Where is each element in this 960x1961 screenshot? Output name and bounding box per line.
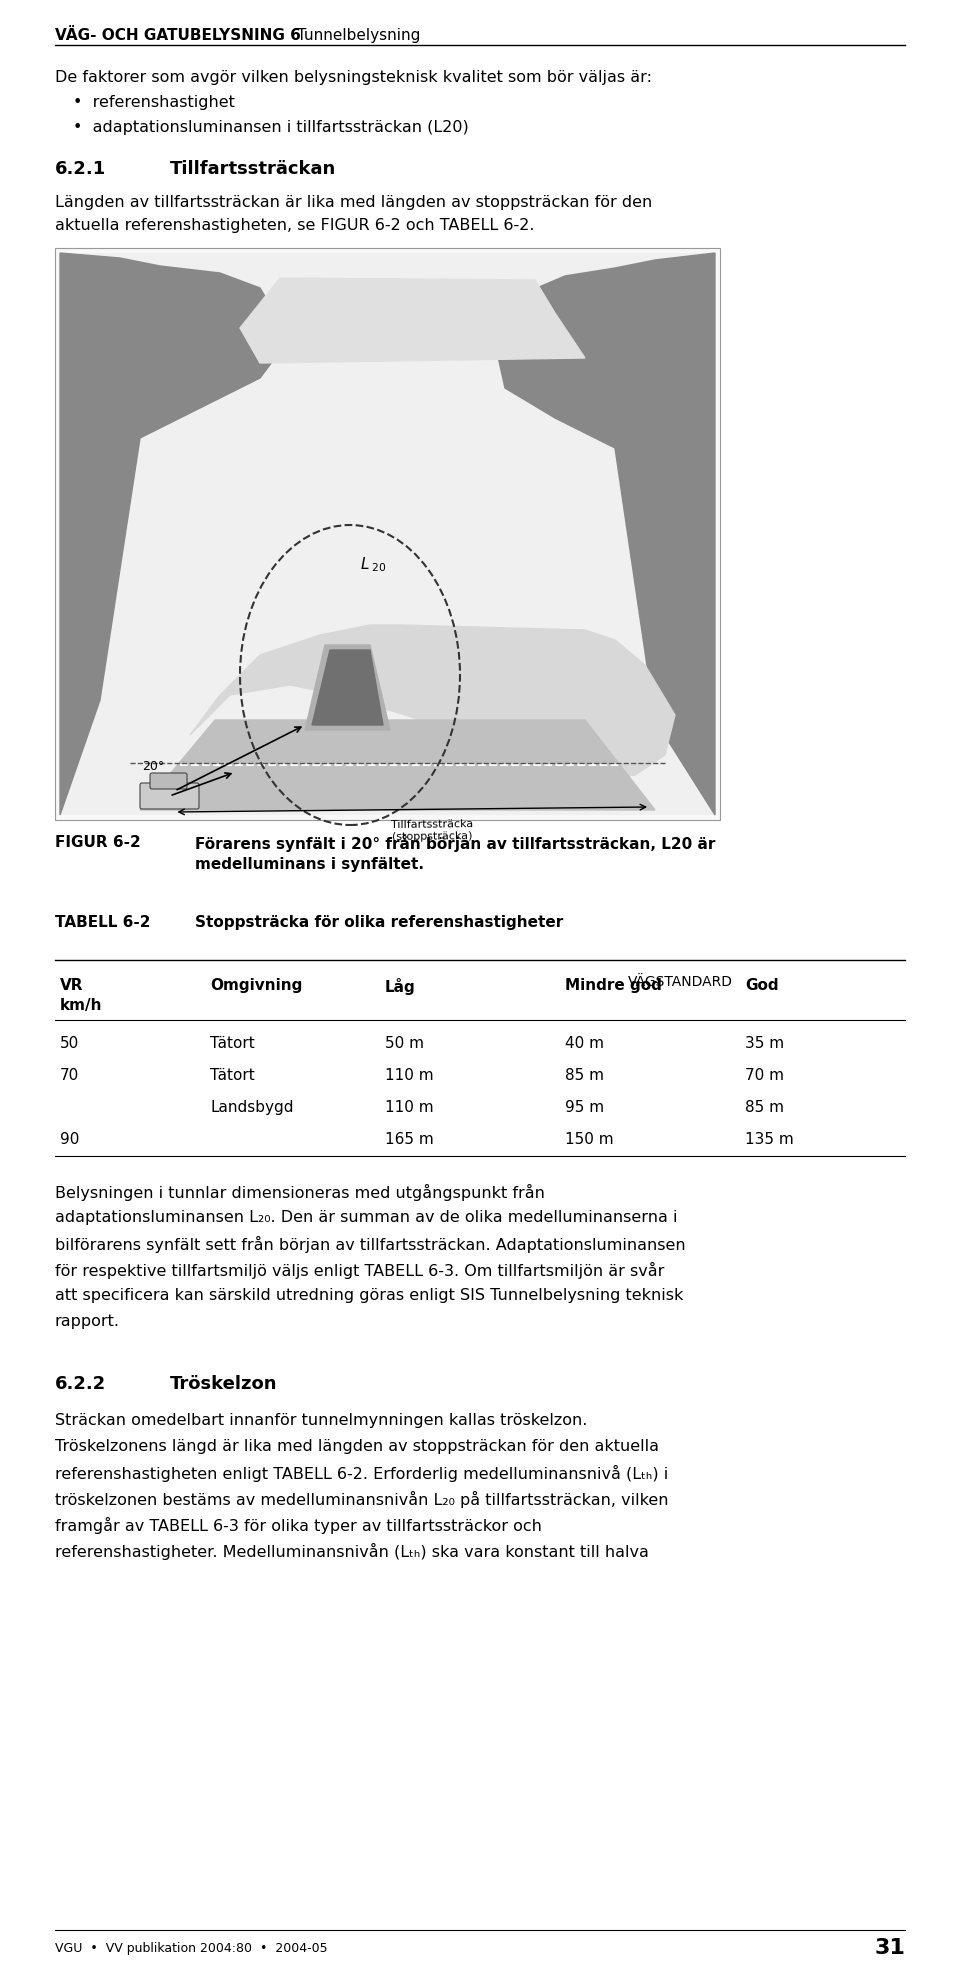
- Text: De faktorer som avgör vilken belysningsteknisk kvalitet som bör väljas är:: De faktorer som avgör vilken belysningst…: [55, 71, 652, 84]
- Text: 135 m: 135 m: [745, 1131, 794, 1147]
- Text: Belysningen i tunnlar dimensioneras med utgångspunkt från: Belysningen i tunnlar dimensioneras med …: [55, 1184, 545, 1200]
- Text: 90: 90: [60, 1131, 80, 1147]
- Polygon shape: [140, 720, 655, 810]
- Text: 40 m: 40 m: [565, 1035, 604, 1051]
- Text: 6.2.1: 6.2.1: [55, 161, 107, 178]
- Text: adaptationsluminansen L₂₀. Den är summan av de olika medelluminanserna i: adaptationsluminansen L₂₀. Den är summan…: [55, 1210, 678, 1226]
- Text: 20°: 20°: [142, 759, 164, 773]
- Text: Sträckan omedelbart innanför tunnelmynningen kallas tröskelzon.: Sträckan omedelbart innanför tunnelmynni…: [55, 1414, 588, 1428]
- Text: Tillfartssträcka
(stoppsträcka): Tillfartssträcka (stoppsträcka): [391, 820, 473, 841]
- Text: •  adaptationsluminansen i tillfartssträckan (L20): • adaptationsluminansen i tillfartssträc…: [73, 120, 468, 135]
- Text: medelluminans i synfältet.: medelluminans i synfältet.: [195, 857, 424, 873]
- Text: att specificera kan särskild utredning göras enligt SIS Tunnelbelysning teknisk: att specificera kan särskild utredning g…: [55, 1288, 684, 1302]
- Text: 70 m: 70 m: [745, 1069, 784, 1082]
- Text: rapport.: rapport.: [55, 1314, 120, 1330]
- Text: aktuella referenshastigheten, se FIGUR 6-2 och TABELL 6-2.: aktuella referenshastigheten, se FIGUR 6…: [55, 218, 535, 233]
- Text: Längden av tillfartssträckan är lika med längden av stoppsträckan för den: Längden av tillfartssträckan är lika med…: [55, 194, 652, 210]
- Polygon shape: [240, 278, 585, 363]
- Text: km/h: km/h: [60, 998, 103, 1014]
- Text: 50: 50: [60, 1035, 80, 1051]
- Text: Mindre god: Mindre god: [565, 979, 661, 992]
- Text: för respektive tillfartsmiljö väljs enligt TABELL 6-3. Om tillfartsmiljön är svå: för respektive tillfartsmiljö väljs enli…: [55, 1263, 664, 1279]
- Polygon shape: [60, 253, 290, 816]
- Text: Förarens synfält i 20° från början av tillfartssträckan, L20 är: Förarens synfält i 20° från början av ti…: [195, 835, 715, 851]
- Text: VÄG- OCH GATUBELYSNING 6: VÄG- OCH GATUBELYSNING 6: [55, 27, 300, 43]
- Text: 31: 31: [875, 1937, 905, 1957]
- Text: TABELL 6-2: TABELL 6-2: [55, 916, 151, 930]
- Polygon shape: [190, 626, 675, 780]
- Text: Stoppsträcka för olika referenshastigheter: Stoppsträcka för olika referenshastighet…: [195, 916, 564, 930]
- Text: 150 m: 150 m: [565, 1131, 613, 1147]
- Text: 85 m: 85 m: [745, 1100, 784, 1116]
- FancyBboxPatch shape: [150, 773, 187, 788]
- Bar: [60, 253, 715, 816]
- Text: Tillfartssträckan: Tillfartssträckan: [170, 161, 336, 178]
- Text: 35 m: 35 m: [745, 1035, 784, 1051]
- Text: 70: 70: [60, 1069, 80, 1082]
- Text: Tröskelzonens längd är lika med längden av stoppsträckan för den aktuella: Tröskelzonens längd är lika med längden …: [55, 1439, 659, 1453]
- Text: 110 m: 110 m: [385, 1100, 434, 1116]
- Text: •  referenshastighet: • referenshastighet: [73, 94, 235, 110]
- Text: Tunnelbelysning: Tunnelbelysning: [297, 27, 420, 43]
- Text: 85 m: 85 m: [565, 1069, 604, 1082]
- Text: Landsbygd: Landsbygd: [210, 1100, 294, 1116]
- Text: 165 m: 165 m: [385, 1131, 434, 1147]
- Text: Tröskelzon: Tröskelzon: [170, 1375, 277, 1392]
- Text: tröskelzonen bestäms av medelluminansnivån L₂₀ på tillfartssträckan, vilken: tröskelzonen bestäms av medelluminansniv…: [55, 1490, 668, 1508]
- FancyBboxPatch shape: [140, 782, 199, 810]
- Text: Tätort: Tätort: [210, 1035, 254, 1051]
- Text: VGU  •  VV publikation 2004:80  •  2004-05: VGU • VV publikation 2004:80 • 2004-05: [55, 1941, 327, 1955]
- Text: framgår av TABELL 6-3 för olika typer av tillfartssträckor och: framgår av TABELL 6-3 för olika typer av…: [55, 1518, 541, 1534]
- Text: $L_{\ 20}$: $L_{\ 20}$: [360, 555, 387, 575]
- Text: God: God: [745, 979, 779, 992]
- Polygon shape: [312, 649, 383, 726]
- Text: VÄGSTANDARD: VÄGSTANDARD: [628, 975, 732, 988]
- Bar: [55, 247, 720, 820]
- Text: FIGUR 6-2: FIGUR 6-2: [55, 835, 141, 849]
- Text: 95 m: 95 m: [565, 1100, 604, 1116]
- Text: Omgivning: Omgivning: [210, 979, 302, 992]
- Text: Tätort: Tätort: [210, 1069, 254, 1082]
- Text: referenshastigheten enligt TABELL 6-2. Erforderlig medelluminansnivå (Lₜₕ) i: referenshastigheten enligt TABELL 6-2. E…: [55, 1465, 668, 1483]
- Text: Låg: Låg: [385, 979, 416, 994]
- Text: 110 m: 110 m: [385, 1069, 434, 1082]
- Text: 50 m: 50 m: [385, 1035, 424, 1051]
- Polygon shape: [305, 645, 390, 729]
- Text: VR: VR: [60, 979, 84, 992]
- Text: 6.2.2: 6.2.2: [55, 1375, 107, 1392]
- Text: bilförarens synfält sett från början av tillfartssträckan. Adaptationsluminansen: bilförarens synfält sett från början av …: [55, 1235, 685, 1253]
- Text: referenshastigheter. Medelluminansnivån (Lₜₕ) ska vara konstant till halva: referenshastigheter. Medelluminansnivån …: [55, 1543, 649, 1561]
- Polygon shape: [495, 253, 715, 816]
